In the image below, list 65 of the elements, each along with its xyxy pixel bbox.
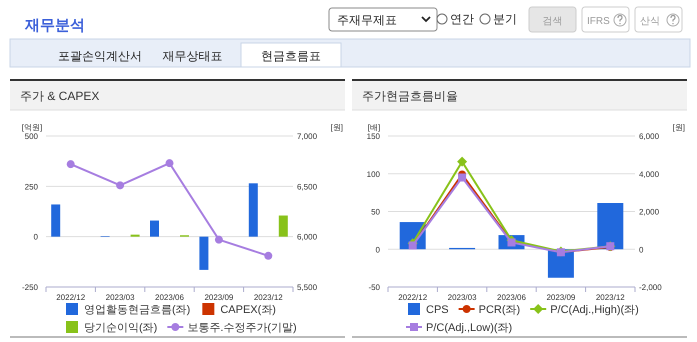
point [66, 160, 75, 168]
text: 현금흐름표 [261, 49, 321, 63]
y-tick-label: -250 [22, 283, 39, 292]
x-tick-label: 2023/03 [106, 293, 136, 302]
y2-tick-label: 7,000 [297, 132, 318, 141]
y-tick-label: 50 [371, 208, 381, 216]
x-tick-label: 2023/12 [254, 293, 284, 302]
text: IFRS [587, 16, 610, 27]
y-axis-title: [억원] [22, 123, 42, 132]
x-tick-label: 2023/12 [596, 293, 626, 302]
legend-label: 영업활동현금흐름(좌) [84, 304, 190, 316]
y2-tick-label: 2,000 [639, 208, 660, 216]
bar [278, 216, 288, 237]
y-tick-label: 0 [34, 232, 39, 242]
text: 검색 [542, 16, 562, 27]
x-tick-label: 2022/12 [56, 293, 86, 302]
y2-tick-label: -2,000 [639, 283, 662, 292]
y2-tick-label: 4,000 [639, 170, 660, 179]
y2-tick-label: 0 [639, 245, 644, 254]
y-tick-label: 500 [24, 132, 39, 141]
y2-tick-label: 5,500 [297, 283, 318, 292]
legend-label: PCR(좌) [478, 304, 520, 316]
y2-tick-label: 6,000 [639, 132, 660, 141]
bar [150, 220, 159, 237]
y2-axis-title: [원] [330, 123, 343, 132]
x-tick-label: 2023/03 [448, 293, 478, 302]
text: 연간 [450, 12, 474, 26]
text: 포괄손익계산서 [58, 49, 142, 63]
bar [597, 203, 624, 250]
text: 재무상태표 [162, 49, 222, 63]
point [264, 252, 272, 260]
chart-title: 주가현금흐름비율 [362, 89, 458, 103]
point [457, 156, 468, 167]
x-tick-label: 2023/09 [546, 293, 576, 302]
y-tick-label: 0 [376, 245, 381, 254]
chart-title: 주가 & CAPEX [20, 89, 100, 103]
point [116, 181, 124, 190]
y-tick-label: 150 [366, 132, 381, 141]
point [458, 174, 466, 182]
x-tick-label: 2023/06 [497, 293, 527, 302]
legend-label: CAPEX(좌) [220, 304, 276, 316]
x-tick-label: 2022/12 [398, 293, 428, 302]
text: 재무분석 [24, 17, 85, 34]
y-tick-label: -50 [368, 283, 381, 292]
y2-axis-title: [원] [672, 123, 685, 132]
legend-label: 보통주.수정주가(기말) [187, 322, 297, 334]
bar [51, 204, 60, 237]
point [166, 159, 174, 168]
legend-label: CPS [426, 304, 449, 316]
legend-label: 당기순이익(좌) [84, 322, 158, 334]
x-tick-label: 2023/09 [204, 293, 234, 302]
text: 산식 [640, 16, 660, 27]
y2-tick-label: 6,500 [297, 182, 318, 192]
legend-label: P/C(Adj.,Low)(좌) [426, 322, 512, 334]
y-tick-label: 250 [24, 182, 39, 192]
point [214, 236, 223, 244]
x-tick-label: 2023/06 [155, 293, 185, 302]
text: 주재무제표 [337, 13, 397, 27]
y-tick-label: 100 [366, 170, 381, 179]
bar [199, 236, 208, 270]
bar [248, 183, 258, 237]
y2-tick-label: 6,000 [297, 232, 318, 242]
text: 분기 [493, 12, 517, 26]
y-axis-title: [배] [368, 123, 380, 132]
legend-label: P/C(Adj.,High)(좌) [550, 304, 639, 316]
